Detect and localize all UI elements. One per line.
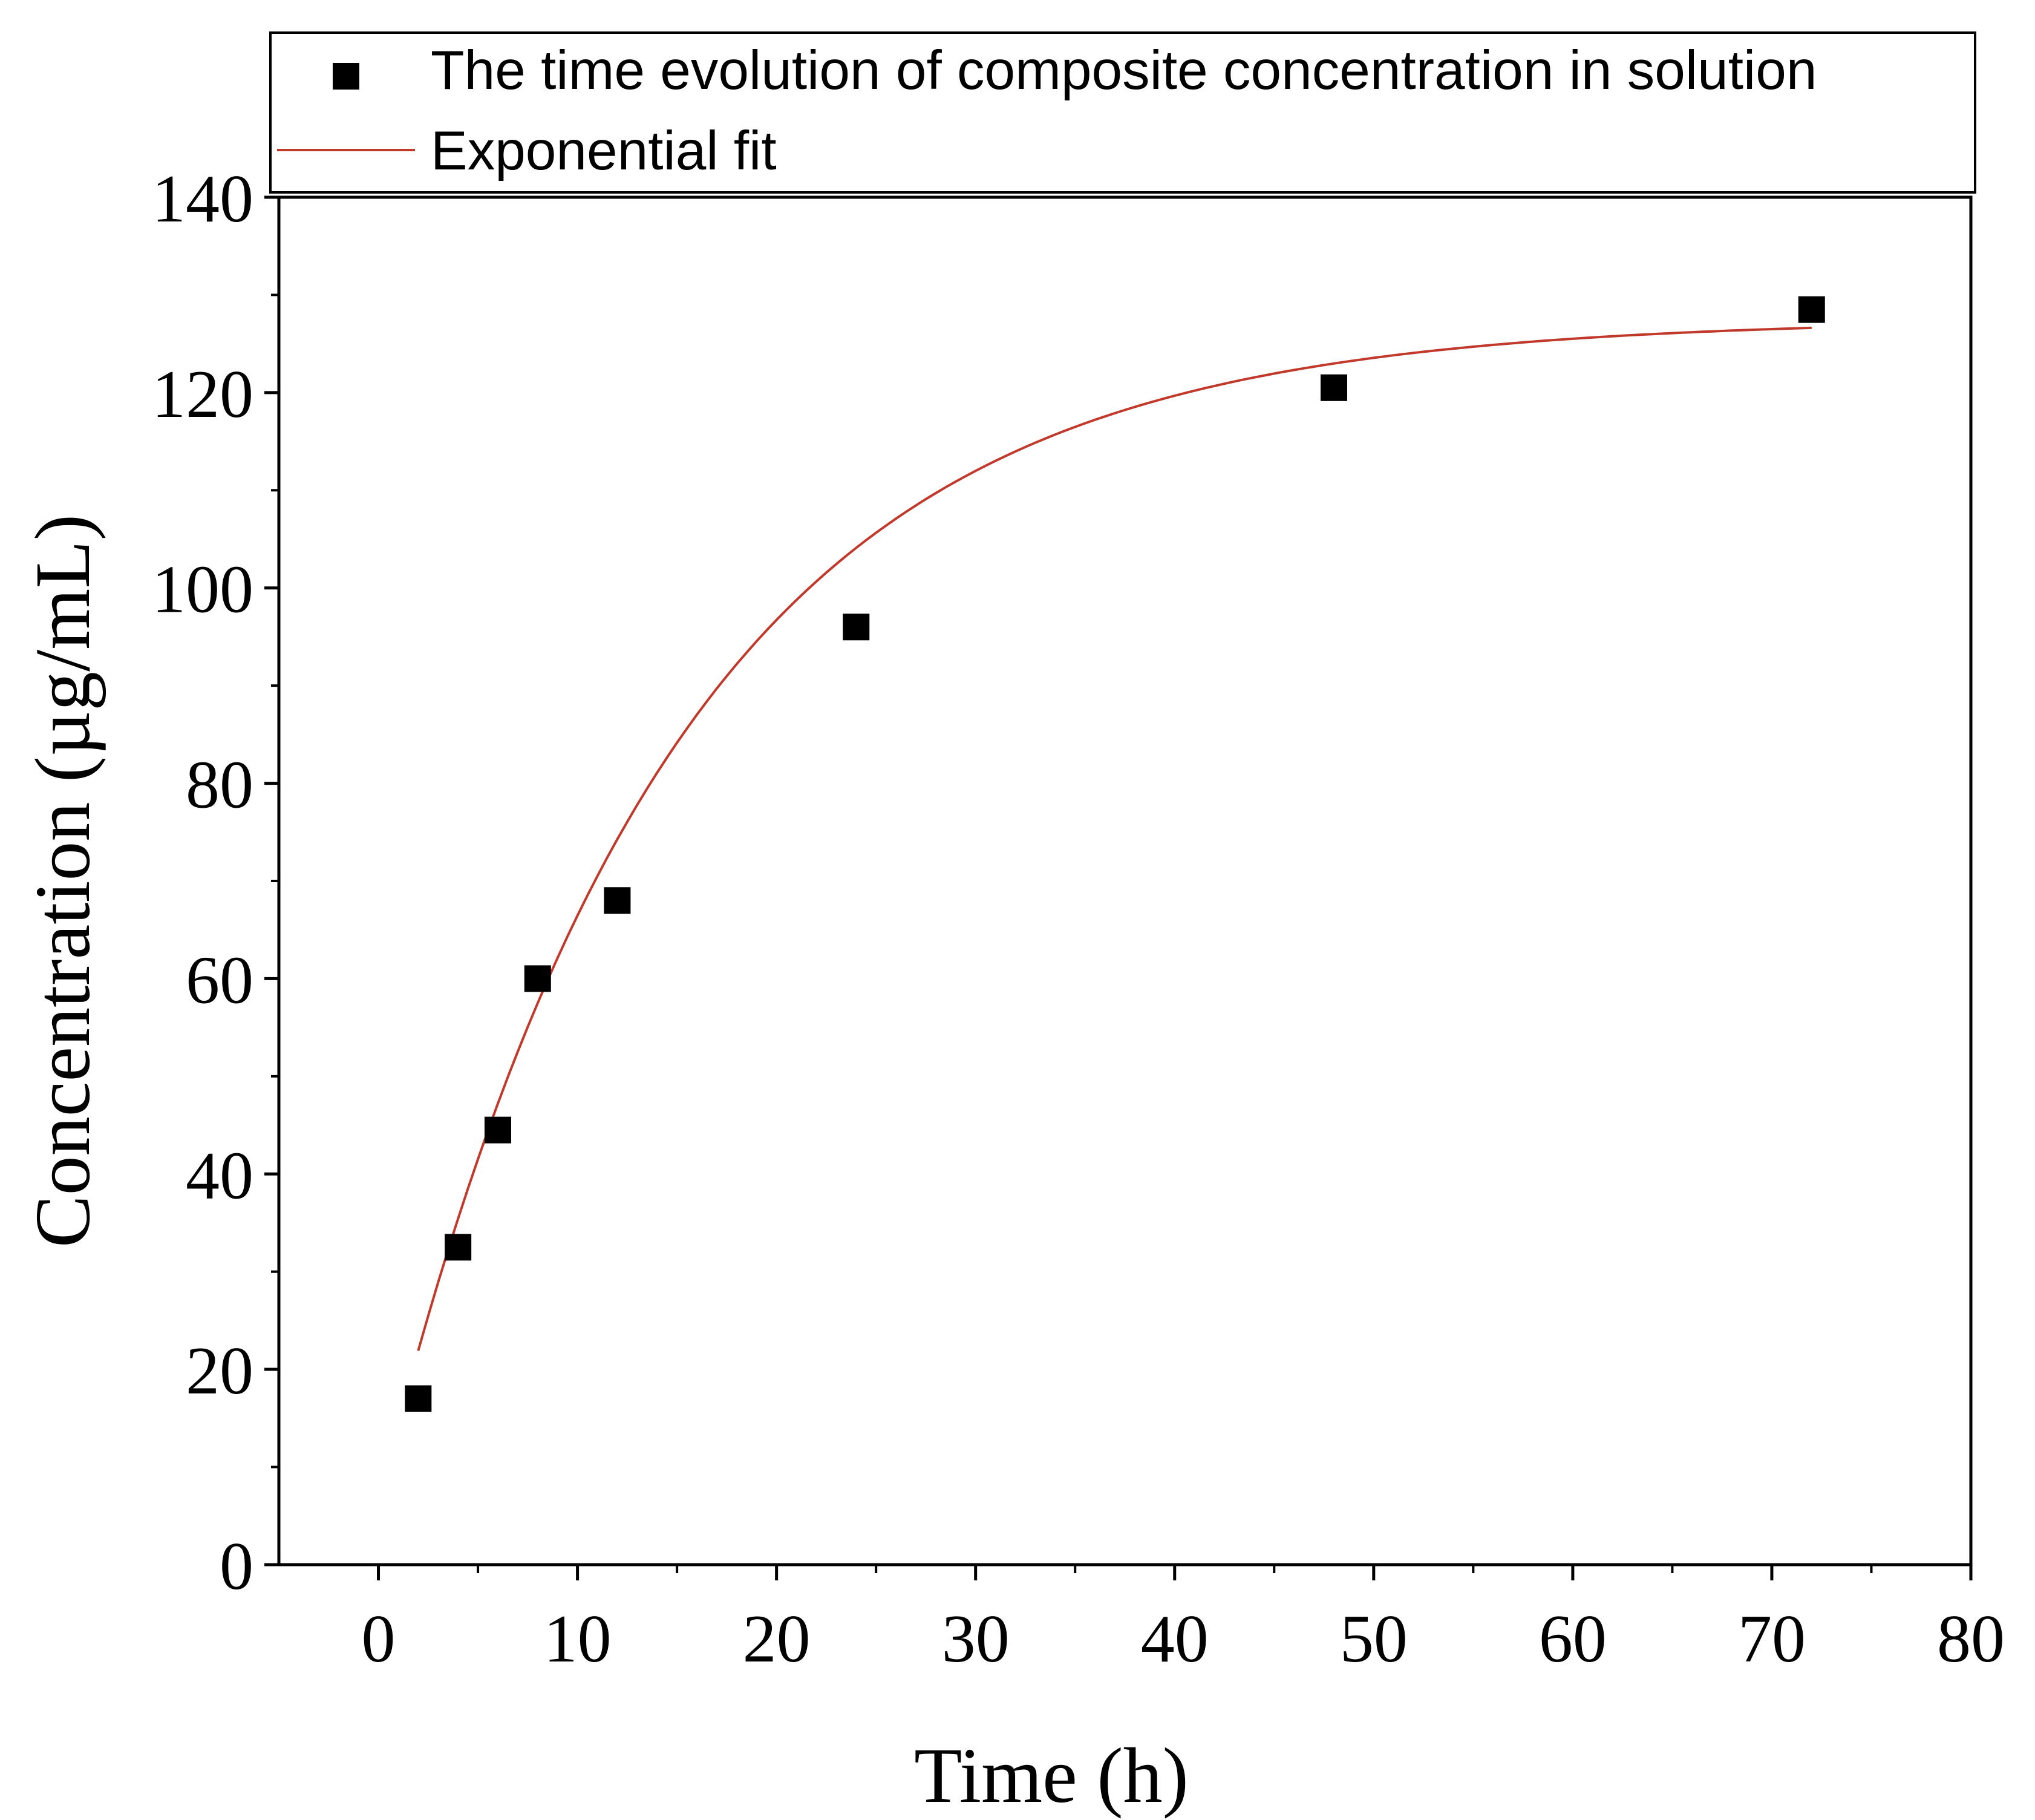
y-tick-label: 140 [152, 162, 253, 237]
y-tick-label: 60 [186, 943, 253, 1018]
legend-scatter-marker [333, 63, 359, 90]
y-tick-labels: 0 20 40 60 80 100 120 140 [152, 162, 253, 1604]
legend-scatter-label: The time evolution of composite concentr… [431, 40, 1817, 101]
fit-layer [417, 326, 1812, 1351]
x-axis-label: Time (h) [914, 1732, 1189, 1819]
y-tick-label: 20 [186, 1334, 253, 1409]
y-tick-label: 100 [152, 552, 253, 627]
x-tick-label: 10 [544, 1602, 612, 1677]
y-tick-label: 120 [152, 357, 253, 432]
x-tick-label: 60 [1539, 1602, 1607, 1677]
x-tick-label: 70 [1738, 1602, 1806, 1677]
data-point [445, 1234, 472, 1261]
data-point [1798, 296, 1825, 323]
y-tick-label: 0 [220, 1529, 253, 1604]
data-point [405, 1385, 432, 1412]
y-axis-label: Concentration (µg/mL) [19, 514, 106, 1248]
legend: The time evolution of composite concentr… [269, 31, 1976, 194]
data-point [1321, 374, 1348, 401]
y-tick-label: 80 [186, 748, 253, 823]
legend-box [269, 31, 1976, 194]
legend-fit-label: Exponential fit [431, 120, 777, 182]
data-point [604, 887, 631, 914]
x-tick-label: 40 [1141, 1602, 1209, 1677]
plot-frame [277, 195, 1973, 1566]
y-tick-label: 40 [186, 1138, 253, 1213]
x-tick-label: 50 [1340, 1602, 1408, 1677]
fit-line [417, 326, 1812, 1351]
x-tick-label: 30 [942, 1602, 1010, 1677]
data-point [524, 965, 551, 992]
x-tick-label: 0 [362, 1602, 396, 1677]
x-tick-label: 80 [1937, 1602, 2005, 1677]
x-tick-labels: 0 10 20 30 40 50 60 70 80 [362, 1602, 2005, 1677]
data-point [843, 614, 870, 641]
points-layer [405, 296, 1825, 1412]
x-tick-label: 20 [743, 1602, 811, 1677]
data-point [484, 1116, 511, 1144]
